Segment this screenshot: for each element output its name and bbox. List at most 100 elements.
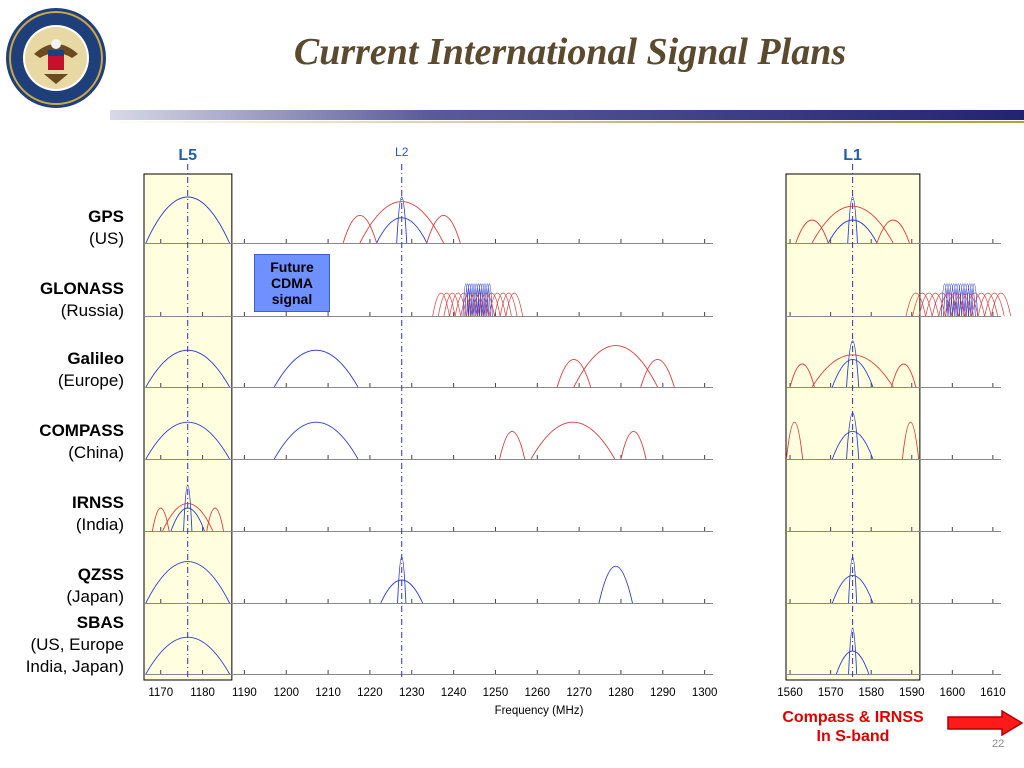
signal-comb-glonass-red: [990, 292, 1012, 317]
signal-lobe-qzss-blue: [397, 556, 407, 604]
signal-comb-glonass-red: [466, 292, 484, 317]
signal-comb-glonass-blue: [952, 283, 960, 317]
x-tick-label: 1290: [650, 687, 676, 699]
right-arrow-icon: [947, 710, 1024, 736]
signal-lobe-gps-red: [811, 205, 894, 244]
signal-lobe-irnss-red: [151, 507, 170, 532]
signal-comb-glonass-blue: [482, 283, 489, 317]
x-tick-label: 1220: [357, 687, 383, 699]
signal-lobe-compass-red: [530, 421, 616, 460]
band-label-l1: L1: [843, 147, 862, 164]
x-tick-label: 1200: [273, 687, 299, 699]
signal-lobe-galileo-blue: [273, 349, 359, 388]
signal-lobe-gps-red: [342, 214, 378, 244]
signal-comb-glonass-red: [499, 292, 518, 317]
signal-lobe-galileo-red: [573, 345, 658, 388]
signal-lobe-sbas-blue: [848, 627, 858, 675]
signal-comb-glonass-red: [460, 292, 478, 317]
signal-comb-glonass-red: [483, 292, 501, 317]
signal-lobe-compass-blue: [273, 421, 359, 460]
signal-lobe-gps-blue: [396, 196, 408, 244]
x-tick-label: 1590: [899, 687, 925, 699]
signal-comb-glonass-blue: [963, 283, 972, 317]
signal-comb-glonass-red: [494, 292, 512, 317]
x-tick-label: 1180: [190, 687, 215, 699]
signal-comb-glonass-red: [977, 292, 998, 317]
x-axis-label: Frequency (MHz): [495, 705, 584, 717]
signal-comb-glonass-blue: [471, 283, 478, 317]
department-of-state-seal-logo: [6, 8, 106, 108]
signal-lobe-compass-red: [785, 422, 804, 460]
x-tick-label: 1610: [980, 687, 1006, 699]
signal-comb-glonass-red: [931, 292, 953, 317]
x-tick-label: 1190: [232, 687, 257, 699]
signal-comb-glonass-blue: [949, 283, 958, 317]
x-tick-label: 1300: [692, 687, 718, 699]
signal-lobe-galileo-red: [789, 363, 815, 388]
signal-lobe-sbas-blue: [145, 636, 230, 675]
signal-lobe-compass-red: [901, 422, 920, 460]
signal-lobe-galileo-blue: [145, 349, 230, 388]
x-tick-label: 1260: [524, 687, 550, 699]
system-label-gps: GPS (US): [88, 207, 124, 248]
signal-lobe-compass-red: [620, 430, 647, 460]
x-tick-label: 1270: [566, 687, 592, 699]
signal-lobe-compass-blue: [831, 430, 874, 460]
signal-lobe-qzss-blue: [598, 566, 633, 604]
signal-comb-glonass-red: [958, 292, 979, 317]
signal-lobe-gps-red: [795, 219, 829, 244]
x-tick-label: 1280: [608, 687, 634, 699]
signal-comb-glonass-red: [945, 292, 966, 317]
signal-comb-glonass-blue: [945, 283, 953, 317]
x-tick-label: 1560: [777, 687, 803, 699]
signal-lobe-irnss-red: [206, 507, 224, 532]
signal-comb-glonass-red: [984, 292, 1005, 317]
band-label-l5: L5: [178, 147, 197, 164]
signal-lobe-galileo-red: [891, 363, 917, 388]
signal-comb-glonass-blue: [956, 283, 965, 317]
signal-lobe-gps-blue: [827, 219, 878, 244]
signal-comb-glonass-red: [951, 292, 972, 317]
signal-lobe-gps-red: [359, 201, 444, 244]
signal-comb-glonass-blue: [959, 283, 967, 317]
band-label-l2: L2: [395, 145, 409, 159]
slide-title: Current International Signal Plans: [293, 31, 847, 73]
signal-lobe-qzss-blue: [848, 556, 858, 604]
signal-comb-glonass-red: [912, 292, 933, 317]
signal-comb-glonass-red: [488, 292, 507, 317]
signal-lobe-gps-red: [876, 219, 910, 244]
x-tick-label: 1600: [940, 687, 966, 699]
signal-comb-glonass-blue: [965, 283, 974, 317]
signal-comb-glonass-red: [432, 292, 450, 317]
signal-comb-glonass-red: [905, 292, 926, 317]
signal-comb-glonass-blue: [943, 283, 951, 317]
signal-lobe-galileo-blue: [846, 340, 860, 388]
signal-lobe-gps-blue: [847, 196, 858, 244]
system-label-compass: COMPASS (China): [39, 421, 124, 462]
signal-lobe-sbas-blue: [835, 650, 870, 675]
signal-lobe-galileo-red: [556, 358, 592, 388]
signal-lobe-gps-red: [426, 214, 461, 244]
signal-lobe-qzss-blue: [145, 561, 230, 604]
x-tick-label: 1570: [818, 687, 844, 699]
signal-comb-glonass-blue: [970, 283, 978, 317]
signal-lobe-compass-blue: [846, 412, 860, 460]
signal-lobe-gps-blue: [376, 217, 428, 244]
x-tick-label: 1250: [483, 687, 509, 699]
signal-lobe-compass-red: [499, 430, 526, 460]
signal-comb-glonass-red: [918, 292, 939, 317]
signal-comb-glonass-red: [437, 292, 456, 317]
signal-lobe-galileo-blue: [831, 358, 874, 388]
signal-lobe-gps-blue: [145, 196, 230, 244]
signal-comb-glonass-red: [477, 292, 495, 317]
signal-comb-glonass-red: [971, 292, 992, 317]
signal-lobe-qzss-blue: [380, 579, 424, 604]
x-tick-label: 1240: [441, 687, 467, 699]
signal-comb-glonass-red: [505, 292, 523, 317]
signal-lobe-galileo-red: [811, 354, 894, 388]
future-cdma-signal-callout: Future CDMA signal: [254, 254, 330, 312]
x-tick-label: 1580: [858, 687, 884, 699]
signal-lobe-irnss-red: [162, 502, 214, 532]
signal-lobe-compass-blue: [145, 421, 230, 460]
system-label-galileo: Galileo (Europe): [57, 349, 124, 390]
